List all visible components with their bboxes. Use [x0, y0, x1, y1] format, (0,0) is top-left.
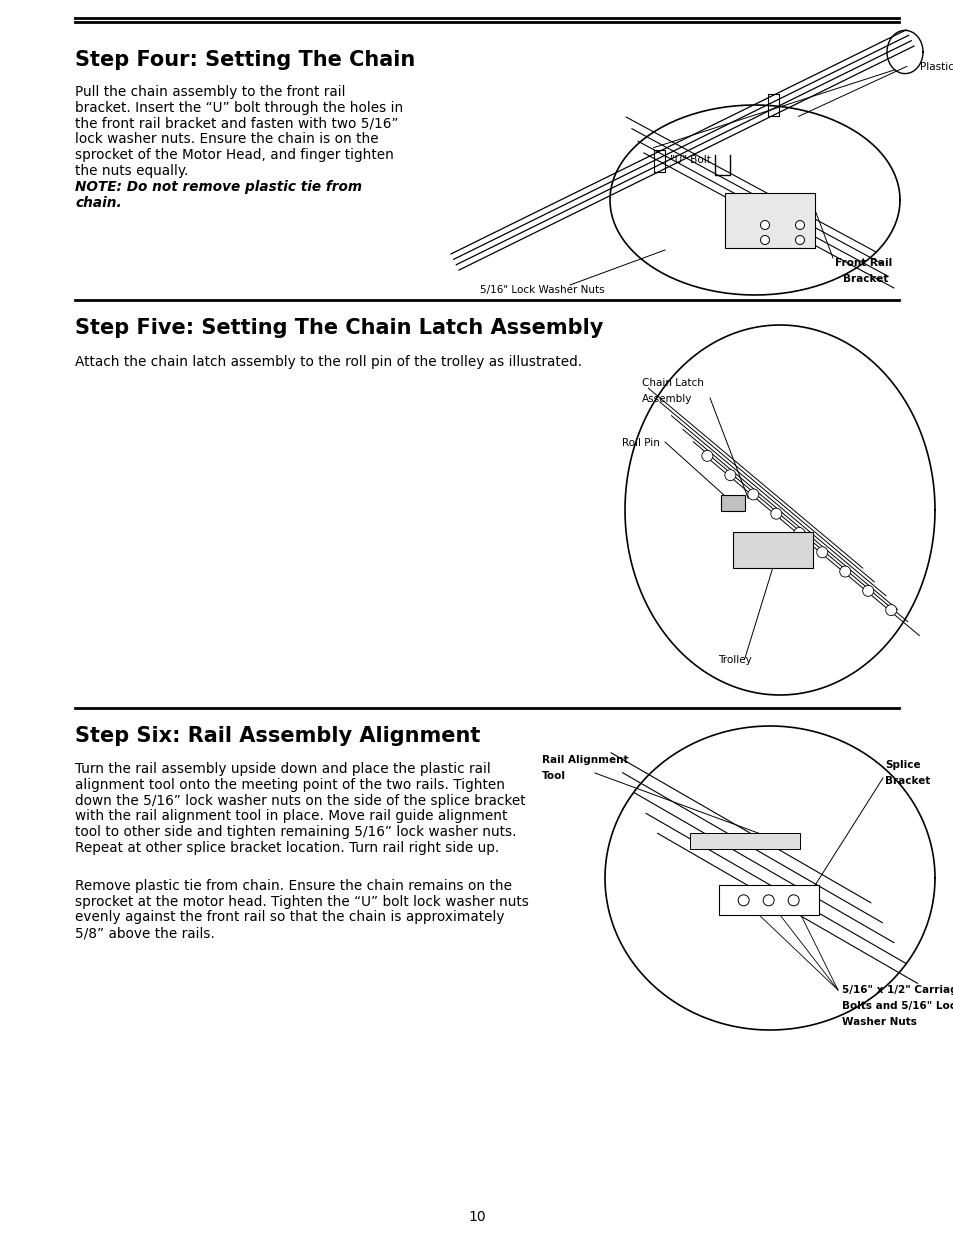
Text: Front Rail: Front Rail [834, 258, 891, 268]
Circle shape [793, 527, 804, 538]
Text: Pull the chain assembly to the front rail: Pull the chain assembly to the front rai… [75, 85, 345, 99]
Text: bracket. Insert the “U” bolt through the holes in: bracket. Insert the “U” bolt through the… [75, 101, 403, 115]
Text: Bolts and 5/16" Lock: Bolts and 5/16" Lock [841, 1002, 953, 1011]
Text: Chain Latch: Chain Latch [641, 378, 703, 388]
Text: chain.: chain. [75, 196, 121, 210]
Text: the nuts equally.: the nuts equally. [75, 164, 188, 178]
Circle shape [795, 221, 803, 230]
Text: Turn the rail assembly upside down and place the plastic rail: Turn the rail assembly upside down and p… [75, 762, 490, 776]
FancyBboxPatch shape [732, 531, 812, 568]
Circle shape [839, 566, 850, 577]
Circle shape [862, 585, 873, 597]
Text: Step Four: Setting The Chain: Step Four: Setting The Chain [75, 49, 415, 70]
Text: evenly against the front rail so that the chain is approximately: evenly against the front rail so that th… [75, 910, 504, 925]
Text: 5/16" x 1/2" Carriage: 5/16" x 1/2" Carriage [841, 986, 953, 995]
Circle shape [884, 605, 896, 615]
Text: lock washer nuts. Ensure the chain is on the: lock washer nuts. Ensure the chain is on… [75, 132, 378, 147]
Circle shape [762, 895, 773, 905]
Text: "U" Bolt: "U" Bolt [669, 156, 710, 165]
FancyBboxPatch shape [690, 832, 800, 848]
Text: Rail Alignment: Rail Alignment [541, 755, 628, 764]
Text: NOTE: Do not remove plastic tie from: NOTE: Do not remove plastic tie from [75, 180, 362, 194]
Circle shape [738, 895, 748, 905]
Text: Remove plastic tie from chain. Ensure the chain remains on the: Remove plastic tie from chain. Ensure th… [75, 879, 512, 893]
FancyBboxPatch shape [724, 193, 814, 248]
Text: Splice: Splice [884, 760, 920, 769]
Circle shape [816, 547, 827, 558]
Circle shape [770, 508, 781, 519]
Circle shape [795, 236, 803, 245]
Text: Assembly: Assembly [641, 394, 692, 404]
Text: with the rail alignment tool in place. Move rail guide alignment: with the rail alignment tool in place. M… [75, 809, 507, 824]
Text: 10: 10 [468, 1210, 485, 1224]
Text: the front rail bracket and fasten with two 5/16”: the front rail bracket and fasten with t… [75, 116, 398, 131]
Text: 5/8” above the rails.: 5/8” above the rails. [75, 926, 214, 940]
Text: 5/16" Lock Washer Nuts: 5/16" Lock Washer Nuts [479, 285, 604, 295]
Text: Attach the chain latch assembly to the roll pin of the trolley as illustrated.: Attach the chain latch assembly to the r… [75, 354, 581, 369]
Text: Trolley: Trolley [718, 655, 751, 664]
Circle shape [747, 489, 758, 500]
Text: Step Six: Rail Assembly Alignment: Step Six: Rail Assembly Alignment [75, 726, 480, 746]
FancyBboxPatch shape [718, 885, 818, 915]
Circle shape [724, 469, 735, 480]
Circle shape [760, 236, 769, 245]
Text: Roll Pin: Roll Pin [621, 438, 659, 448]
Text: Repeat at other splice bracket location. Turn rail right side up.: Repeat at other splice bracket location.… [75, 841, 498, 855]
Text: Tool: Tool [541, 771, 565, 781]
Text: tool to other side and tighten remaining 5/16” lock washer nuts.: tool to other side and tighten remaining… [75, 825, 516, 840]
Text: Plastic Tie: Plastic Tie [919, 62, 953, 72]
Circle shape [760, 221, 769, 230]
Text: sprocket at the motor head. Tighten the “U” bolt lock washer nuts: sprocket at the motor head. Tighten the … [75, 894, 528, 909]
Text: down the 5/16” lock washer nuts on the side of the splice bracket: down the 5/16” lock washer nuts on the s… [75, 794, 525, 808]
FancyBboxPatch shape [720, 495, 744, 511]
Text: sprocket of the Motor Head, and finger tighten: sprocket of the Motor Head, and finger t… [75, 148, 394, 162]
Circle shape [787, 895, 799, 905]
Text: Bracket: Bracket [884, 776, 929, 785]
Text: Step Five: Setting The Chain Latch Assembly: Step Five: Setting The Chain Latch Assem… [75, 317, 602, 338]
Text: Bracket: Bracket [842, 274, 887, 284]
Text: alignment tool onto the meeting point of the two rails. Tighten: alignment tool onto the meeting point of… [75, 778, 504, 792]
Circle shape [701, 451, 712, 462]
Text: Washer Nuts: Washer Nuts [841, 1016, 916, 1028]
